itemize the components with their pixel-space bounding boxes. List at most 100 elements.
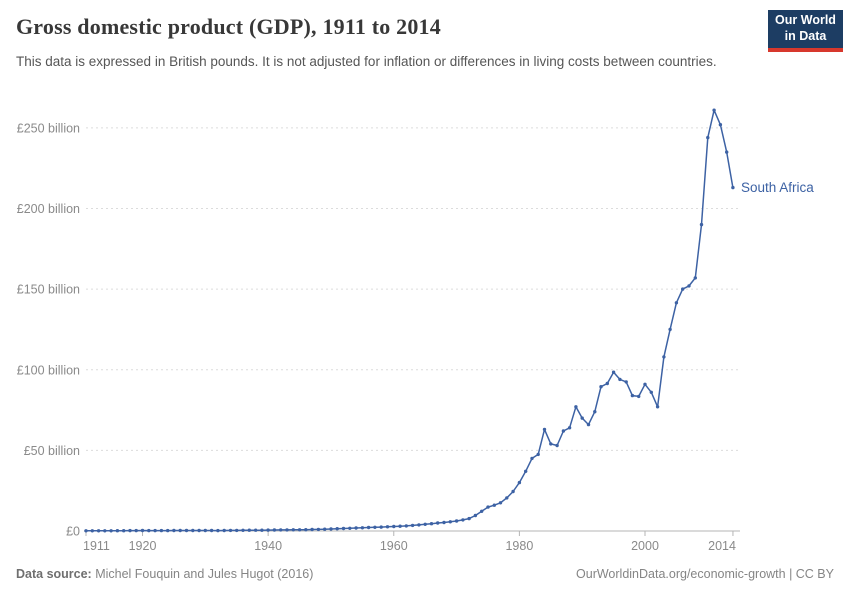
data-point <box>291 528 295 532</box>
data-point <box>637 394 641 399</box>
data-point <box>542 427 547 432</box>
data-point <box>354 526 358 530</box>
data-point <box>473 513 478 518</box>
data-point <box>90 529 95 533</box>
data-point <box>178 528 182 533</box>
data-point <box>423 522 427 526</box>
data-source-label: Data source: <box>16 567 92 581</box>
data-point <box>442 520 446 525</box>
data-point <box>567 426 572 430</box>
data-point <box>379 525 383 529</box>
x-tick-label: 2014 <box>708 539 736 553</box>
data-point <box>417 523 421 527</box>
data-point <box>461 518 465 522</box>
data-point <box>699 222 704 227</box>
data-point <box>674 301 679 305</box>
data-point <box>454 519 459 523</box>
data-point <box>706 135 710 140</box>
data-point <box>687 284 691 288</box>
data-point <box>398 524 402 528</box>
data-point <box>693 276 697 280</box>
data-point <box>241 528 245 532</box>
data-point <box>159 528 164 533</box>
data-point <box>611 370 616 374</box>
data-point <box>360 526 365 530</box>
data-source: Data source: Michel Fouquin and Jules Hu… <box>16 567 313 581</box>
data-point <box>511 489 515 494</box>
data-point <box>725 150 729 154</box>
data-point <box>467 516 471 521</box>
credit-line: OurWorldinData.org/economic-growth | CC … <box>576 567 834 581</box>
data-point <box>392 524 396 529</box>
data-point <box>681 287 685 291</box>
data-point <box>593 410 597 414</box>
y-tick-label: £200 billion <box>17 202 80 216</box>
data-point <box>266 528 270 532</box>
x-tick-label: 2000 <box>631 539 659 553</box>
data-point <box>222 528 226 533</box>
data-point <box>366 525 371 530</box>
data-point <box>731 185 735 190</box>
data-point <box>279 528 283 532</box>
y-tick-label: £150 billion <box>17 283 80 297</box>
data-point <box>574 405 578 409</box>
data-source-text: Michel Fouquin and Jules Hugot (2016) <box>91 567 314 581</box>
data-point <box>655 405 660 409</box>
data-point <box>140 528 145 533</box>
owid-logo-line1: Our World <box>775 13 836 28</box>
data-point <box>122 529 126 533</box>
data-point <box>203 528 207 533</box>
data-point <box>260 528 264 532</box>
data-point <box>643 382 647 386</box>
data-point <box>128 528 132 533</box>
data-point <box>235 528 239 533</box>
data-point <box>505 496 509 500</box>
data-point <box>348 526 352 530</box>
page-title: Gross domestic product (GDP), 1911 to 20… <box>16 14 441 39</box>
data-point <box>304 528 308 532</box>
data-point <box>166 528 170 533</box>
data-point <box>561 429 566 433</box>
data-point <box>549 442 553 446</box>
data-point <box>599 385 603 389</box>
data-point <box>624 380 628 384</box>
data-point <box>341 526 346 531</box>
chart-footer: Data source: Michel Fouquin and Jules Hu… <box>16 567 834 581</box>
data-point <box>103 529 107 533</box>
y-tick-label: £250 billion <box>17 121 80 135</box>
data-point <box>498 501 503 505</box>
data-point <box>316 527 321 532</box>
chart-subtitle: This data is expressed in British pounds… <box>16 54 717 69</box>
data-point <box>297 528 302 532</box>
x-tick-label: 1980 <box>505 539 533 553</box>
y-tick-label: £100 billion <box>17 363 80 377</box>
data-point <box>536 452 540 457</box>
data-point <box>134 528 138 533</box>
data-point <box>272 528 277 532</box>
data-point <box>586 422 591 427</box>
data-point <box>329 527 333 531</box>
data-point <box>618 377 622 382</box>
data-point <box>216 528 220 533</box>
data-point <box>517 480 522 485</box>
data-point <box>84 529 88 533</box>
y-tick-label: £0 <box>66 525 80 539</box>
data-point <box>385 525 390 529</box>
data-point <box>153 528 157 533</box>
data-point <box>285 528 289 532</box>
data-point <box>480 509 484 513</box>
x-tick-label: 1920 <box>129 539 157 553</box>
data-point <box>668 327 672 332</box>
data-point <box>712 108 716 112</box>
data-point <box>247 528 251 532</box>
x-tick-label: 1960 <box>380 539 408 553</box>
data-point <box>335 527 339 531</box>
data-point <box>605 381 609 386</box>
data-point <box>197 528 201 533</box>
data-point <box>310 527 314 532</box>
data-point <box>184 528 189 533</box>
data-point <box>580 416 584 420</box>
data-point <box>555 443 559 448</box>
